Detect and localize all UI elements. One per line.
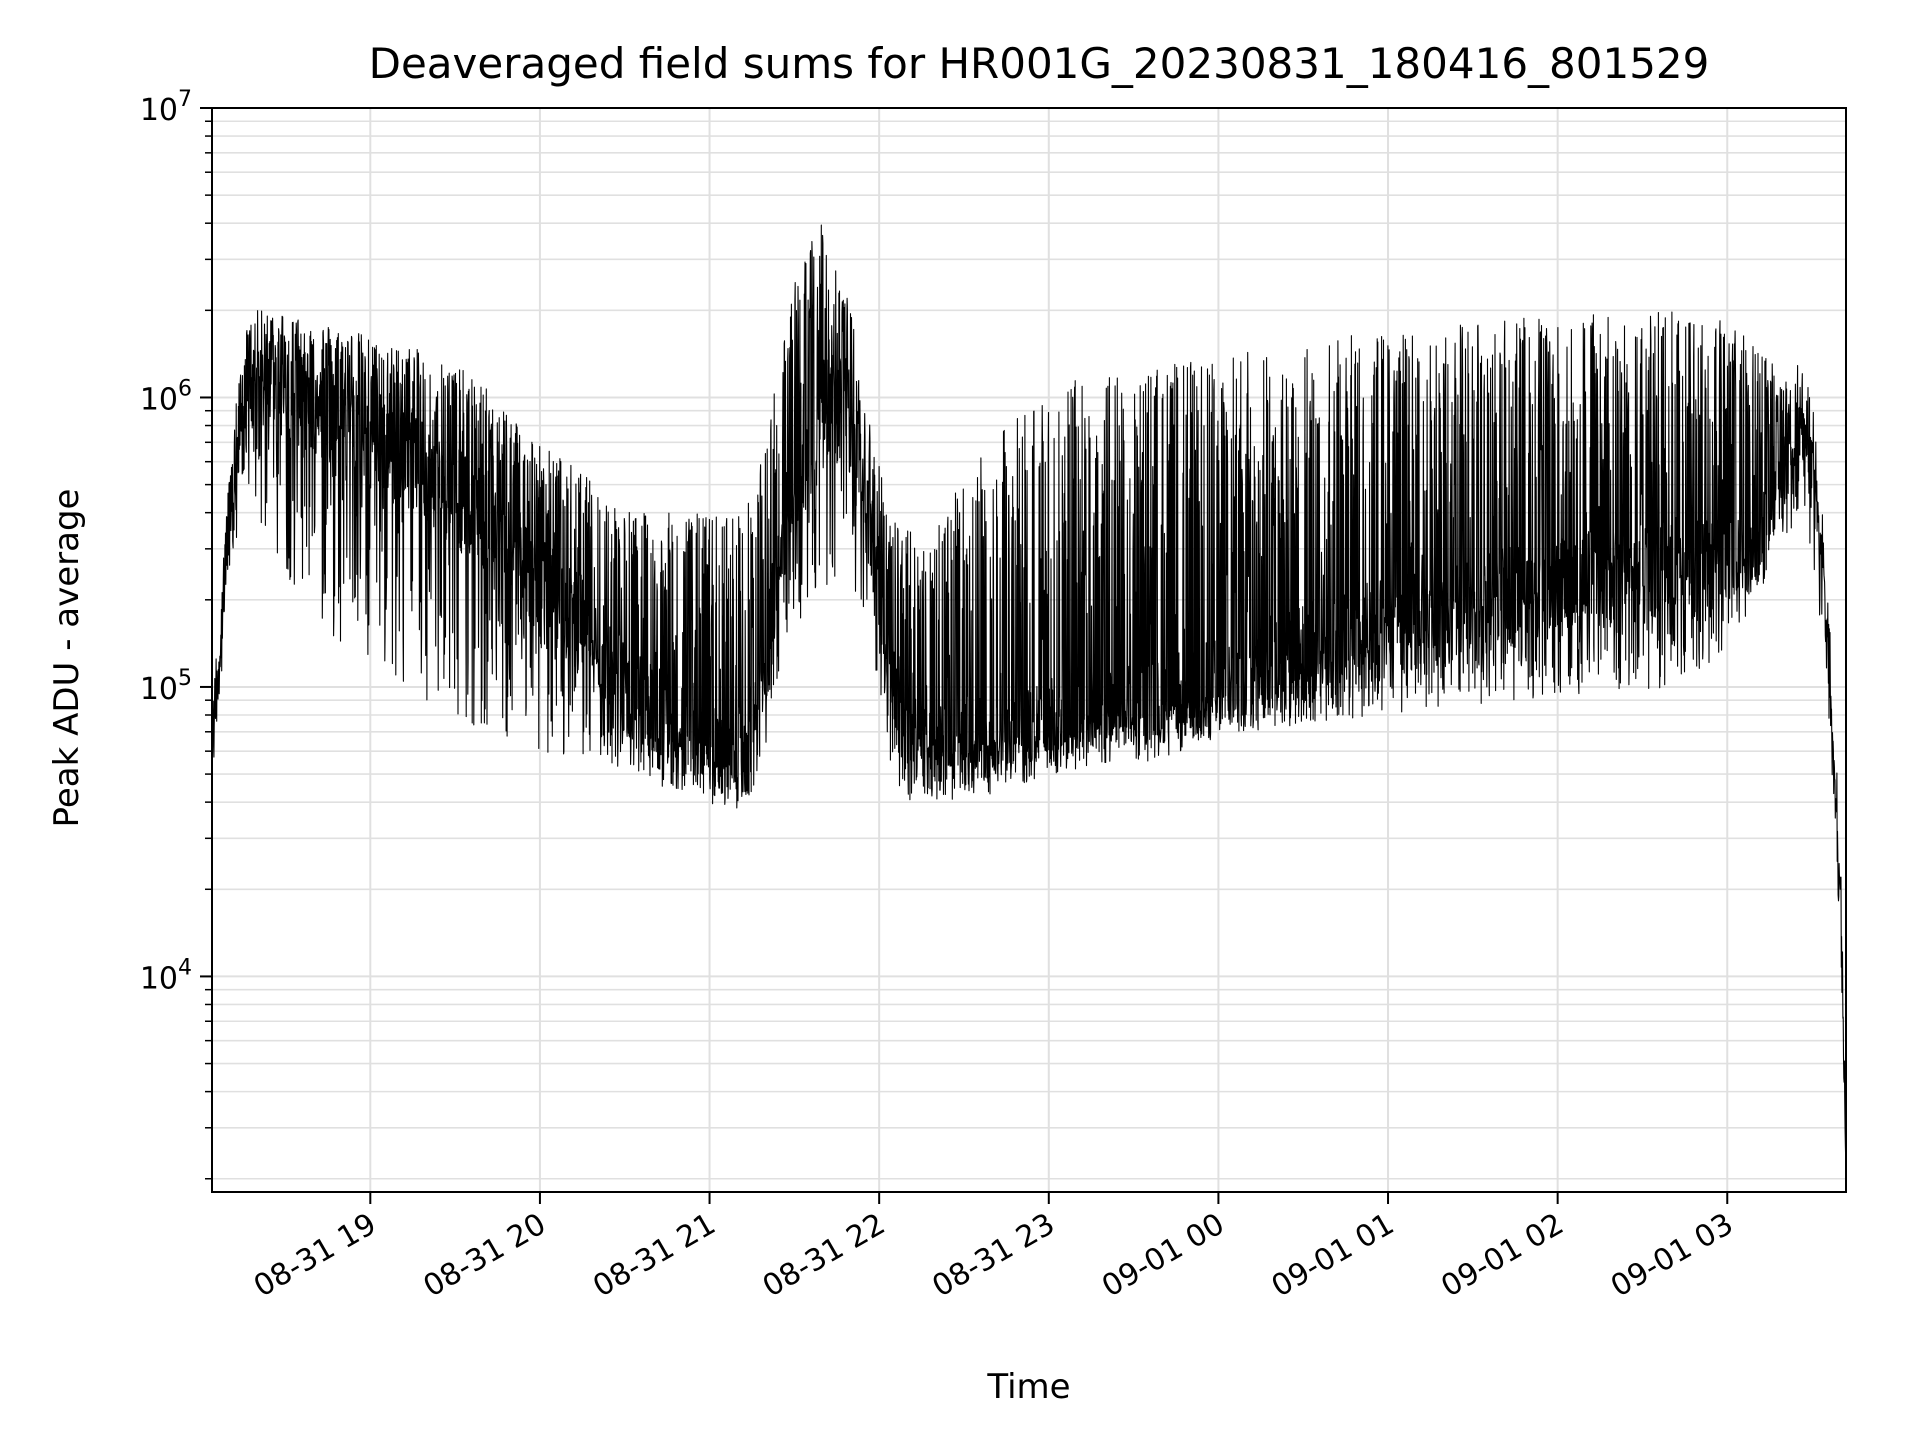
series-line <box>211 224 1847 1179</box>
plot-frame <box>211 107 1847 1193</box>
y-axis-ticks: 104 105 106 107 <box>140 87 212 1180</box>
y-tick-label: 107 <box>140 87 192 128</box>
series-layer <box>211 224 1847 1179</box>
y-tick-label: 106 <box>140 376 192 417</box>
x-axis-title: Time <box>986 1367 1070 1407</box>
y-axis-title: Peak ADU - average <box>47 489 87 828</box>
y-tick-label: 104 <box>140 955 192 996</box>
y-tick-label: 105 <box>140 666 192 707</box>
chart-title: Deaveraged field sums for HR001G_2023083… <box>369 39 1710 88</box>
